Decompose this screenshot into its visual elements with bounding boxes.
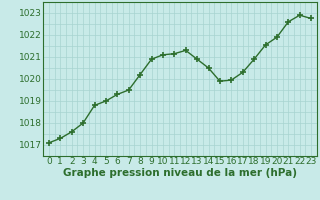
X-axis label: Graphe pression niveau de la mer (hPa): Graphe pression niveau de la mer (hPa): [63, 168, 297, 178]
